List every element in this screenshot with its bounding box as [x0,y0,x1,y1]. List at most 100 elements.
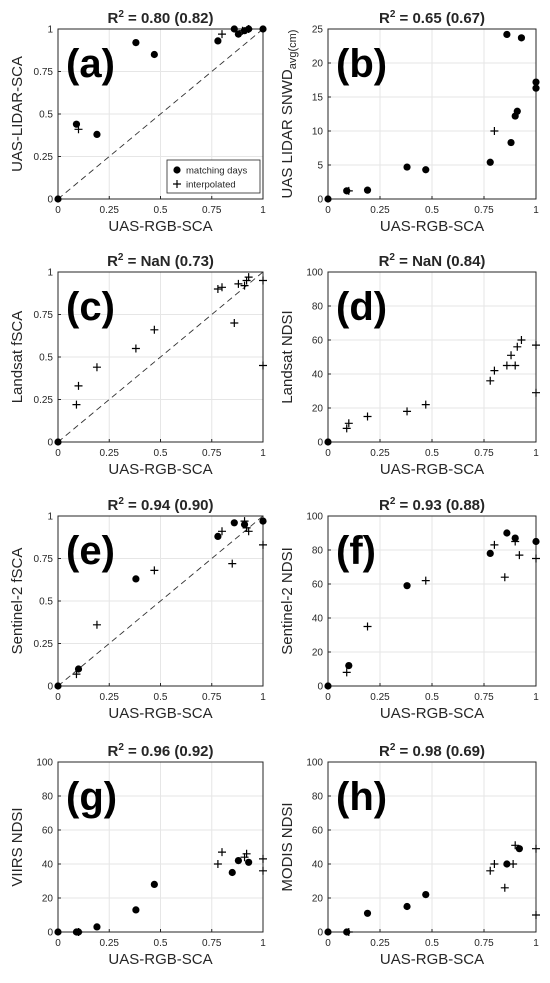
x-tick-label: 0.75 [202,205,222,216]
panel-c: 0 0.25 0.5 0.75 1 0 0.25 0.5 0.75 1 R2 = NaN (0.73… [9,252,267,478]
point-matching [403,902,411,911]
point-interpolated [490,540,499,549]
y-label-main: MODIS NDSI [279,802,296,891]
y-tick-label: 80 [42,792,54,803]
point-matching [503,30,511,39]
point-interpolated [363,622,372,631]
point-interpolated [92,363,101,372]
point-interpolated [74,928,83,936]
panel-title: R2 = NaN (0.73) [107,252,214,270]
title-main: R [379,253,390,270]
x-tick-label: 0 [55,692,61,703]
x-tick-label: 0.25 [370,205,390,216]
point-matching [54,682,62,690]
y-tick-label: 10 [312,127,324,138]
point-interpolated [213,860,222,868]
y-axis-label: Landsat fSCA [9,311,26,404]
x-tick-label: 0.25 [100,448,120,459]
point-interpolated [259,854,267,863]
panel-a: 0 0.25 0.5 0.75 1 0 0.25 0.5 0.75 1 R2 = 0.80 (0.8… [9,9,267,235]
y-tick-label: 60 [312,580,324,591]
point-matching [150,50,158,59]
point-interpolated [240,281,249,290]
y-tick-label: 80 [312,546,324,557]
point-matching [132,906,140,914]
y-tick-label: 0.25 [34,152,54,163]
title-rest: = 0.96 (0.92) [124,743,214,760]
y-tick-label: 60 [312,826,324,837]
y-tick-label: 25 [312,25,324,36]
point-matching [54,438,62,446]
point-interpolated [421,400,430,409]
x-axis-label: UAS-RGB-SCA [108,951,212,968]
point-matching [345,662,353,670]
x-tick-label: 0.5 [154,448,168,459]
title-sup: 2 [390,742,396,753]
point-interpolated [532,911,540,919]
x-tick-label: 0.75 [202,692,222,703]
y-axis-label: UAS-LIDAR-SCA [9,56,26,172]
point-interpolated [72,670,81,679]
title-sup: 2 [389,252,395,263]
title-rest: = 0.80 (0.82) [124,10,214,27]
point-interpolated [150,566,159,575]
y-tick-label: 0.25 [34,395,54,406]
point-interpolated [517,336,526,344]
point-matching [54,195,62,203]
x-tick-label: 0.25 [100,938,120,949]
x-tick-label: 0.5 [425,938,439,949]
point-matching [363,909,372,917]
x-tick-label: 0.5 [425,205,439,216]
title-sup: 2 [118,9,124,20]
point-matching [403,582,411,590]
point-interpolated [218,283,226,292]
title-rest: = NaN (0.73) [123,253,213,270]
point-interpolated [218,527,226,536]
title-sup: 2 [390,9,396,20]
point-matching [422,166,430,174]
panel-d: 0 0.25 0.5 0.75 1 0 20 40 60 80 100 R2 = NaN (0.84)… [279,252,540,478]
point-matching [230,519,238,527]
x-tick-label: 0.75 [202,938,222,949]
title-rest: = 0.93 (0.88) [395,497,485,514]
point-interpolated [500,883,509,892]
x-tick-label: 0.5 [425,448,439,459]
y-label-main: Sentinel-2 NDSI [279,547,296,655]
legend-frame [166,159,261,194]
point-matching [259,517,267,525]
y-label-main: Landsat NDSI [279,310,296,403]
point-matching [324,928,332,936]
y-axis-label: VIIRS NDSI [9,807,26,886]
point-interpolated [242,276,251,285]
panel-letter: (d) [336,285,387,329]
y-tick-label: 20 [42,894,54,905]
y-label-sub: avg(cm) [287,30,299,70]
y-tick-label: 40 [312,860,324,871]
point-interpolated [242,849,251,858]
x-tick-label: 1 [260,938,266,949]
x-tick-label: 1 [533,448,539,459]
title-rest: = NaN (0.84) [395,253,485,270]
point-interpolated [218,30,226,39]
title-rest: = 0.65 (0.67) [395,10,485,27]
x-tick-label: 0 [55,205,61,216]
point-interpolated [259,866,267,875]
x-tick-label: 0.75 [474,205,494,216]
y-tick-label: 40 [42,860,54,871]
x-tick-label: 0 [325,692,331,703]
x-tick-label: 0.5 [425,692,439,703]
point-interpolated [72,400,81,409]
point-interpolated [234,279,243,288]
y-label-main: UAS-LIDAR-SCA [9,56,26,172]
y-axis-label: UAS LIDAR SNWDavg(cm) [279,30,299,199]
y-tick-label: 0.5 [39,597,53,608]
y-axis-label: Sentinel-2 NDSI [279,547,296,655]
panel-title: R2 = 0.93 (0.88) [379,496,485,514]
y-tick-label: 0.75 [34,554,54,565]
point-matching [259,25,267,33]
point-interpolated [513,342,522,351]
point-interpolated [244,527,253,536]
point-interpolated [131,344,140,353]
point-interpolated [342,424,351,433]
